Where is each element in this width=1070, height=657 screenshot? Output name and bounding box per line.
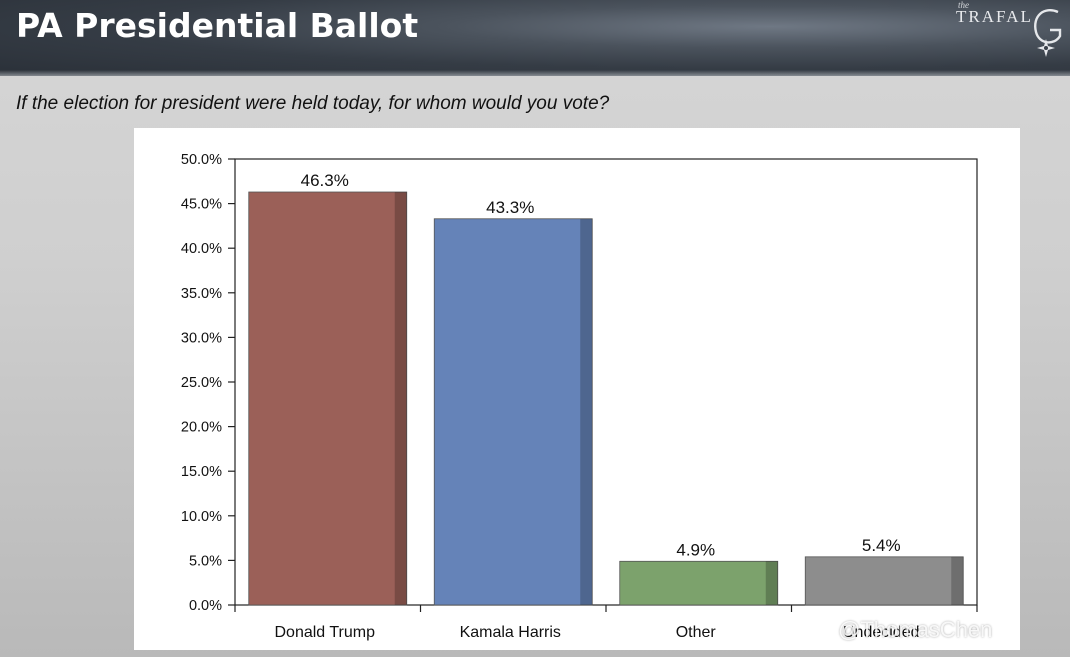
value-labels-group: 46.3% 43.3% 4.9% 5.4% <box>301 171 901 559</box>
bars-group <box>248 191 964 606</box>
watermark: @ThomasChen <box>838 617 993 642</box>
bar <box>248 191 408 606</box>
y-tick-label: 20.0% <box>181 420 222 436</box>
y-tick-label: 40.0% <box>181 241 222 257</box>
value-label: 4.9% <box>676 540 715 559</box>
bar <box>619 560 779 606</box>
x-axis: Donald Trump Kamala Harris Other Undecided <box>234 605 978 641</box>
bar-shade <box>765 561 778 605</box>
y-tick-label: 45.0% <box>181 197 222 213</box>
x-tick-label: Other <box>676 624 717 641</box>
logo-the-text: the <box>958 0 969 10</box>
y-axis: 0.0% 5.0% 10.0% 15.0% 20.0% 25.0% 30.0% 35.0% 40… <box>181 152 978 614</box>
bar <box>433 218 593 606</box>
y-tick-label: 5.0% <box>189 553 222 569</box>
bar <box>804 556 964 606</box>
y-tick-label: 15.0% <box>181 464 222 480</box>
value-label: 46.3% <box>301 171 349 190</box>
trafalgar-g-compass-icon <box>1034 9 1062 57</box>
x-tick-label: Undecided <box>843 624 920 641</box>
bar-chart: 0.0% 5.0% 10.0% 15.0% 20.0% 25.0% 30.0% 35.0% 40… <box>181 152 978 641</box>
value-label: 5.4% <box>862 536 901 555</box>
slide-title: PA Presidential Ballot <box>16 6 419 45</box>
trafalgar-logo: the TRAFAL <box>954 0 1070 70</box>
value-label: 43.3% <box>486 198 534 217</box>
logo-wordmark: TRAFAL <box>956 7 1033 26</box>
x-tick-label: Kamala Harris <box>460 624 561 641</box>
y-tick-label: 25.0% <box>181 375 222 391</box>
slide-header: PA Presidential Ballot the TRAFAL <box>0 0 1070 76</box>
bar-donald-trump <box>248 191 408 606</box>
x-tick-label: Donald Trump <box>275 624 376 641</box>
y-tick-label: 35.0% <box>181 286 222 302</box>
bar-other <box>619 560 779 606</box>
y-tick-label: 10.0% <box>181 509 222 525</box>
bar-undecided <box>804 556 964 606</box>
y-tick-label: 50.0% <box>181 152 222 168</box>
slide-subtitle: If the election for president were held … <box>16 93 610 114</box>
bar-shade <box>394 192 407 605</box>
y-tick-label: 0.0% <box>189 598 222 614</box>
bar-shade <box>580 218 593 605</box>
bar-shade <box>951 556 964 605</box>
bar-kamala-harris <box>433 218 593 606</box>
y-tick-label: 30.0% <box>181 330 222 346</box>
chart-panel: 0.0% 5.0% 10.0% 15.0% 20.0% 25.0% 30.0% 35.0% 40… <box>134 128 1020 650</box>
